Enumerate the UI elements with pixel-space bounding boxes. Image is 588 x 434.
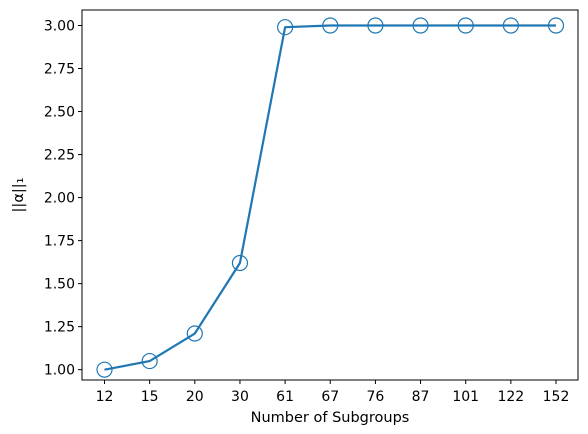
- plot-frame: [81, 9, 579, 381]
- y-axis-ticks: 1.00 1.25 1.50 1.75 2.00 2.25 2.50 2.75 3.00: [44, 18, 82, 379]
- data-point: [141, 352, 158, 370]
- x-axis-ticks: 12 15 20 30 61 67 76 87 101 122 152: [96, 380, 570, 405]
- y-tick-label: 1.25: [44, 320, 75, 336]
- data-point: [96, 361, 113, 378]
- y-tick-label: 1.50: [44, 277, 75, 293]
- y-tick-label: 2.00: [44, 191, 75, 207]
- x-tick-label: 101: [452, 389, 479, 405]
- data-point: [322, 17, 339, 34]
- series-group: [96, 17, 565, 378]
- x-tick-label: 67: [321, 389, 339, 405]
- x-tick-label: 15: [141, 389, 159, 405]
- x-tick-label: 152: [543, 389, 570, 405]
- series-line: [104, 24, 556, 371]
- x-tick-label: 87: [412, 389, 430, 405]
- data-point: [277, 19, 294, 36]
- x-tick-label: 61: [276, 389, 294, 405]
- y-tick-label: 2.50: [44, 105, 75, 121]
- data-point: [367, 17, 384, 34]
- x-tick-label: 12: [96, 389, 114, 405]
- y-tick-label: 1.75: [44, 234, 75, 250]
- data-point: [231, 254, 249, 272]
- x-tick-label: 76: [366, 389, 384, 405]
- y-tick-label: 3.00: [44, 18, 75, 34]
- data-point: [457, 17, 474, 34]
- data-point: [502, 17, 519, 34]
- data-point: [412, 17, 429, 34]
- y-tick-label: 2.75: [44, 62, 75, 78]
- data-point: [547, 17, 565, 34]
- y-tick-label: 2.25: [44, 148, 75, 164]
- y-tick-label: 1.00: [44, 363, 75, 379]
- y-axis-title: ||α||₁: [11, 177, 27, 212]
- data-point: [186, 325, 203, 342]
- x-tick-label: 122: [497, 389, 524, 405]
- x-tick-label: 30: [231, 389, 249, 405]
- x-tick-label: 20: [186, 389, 204, 405]
- x-axis-title: Number of Subgroups: [251, 410, 410, 426]
